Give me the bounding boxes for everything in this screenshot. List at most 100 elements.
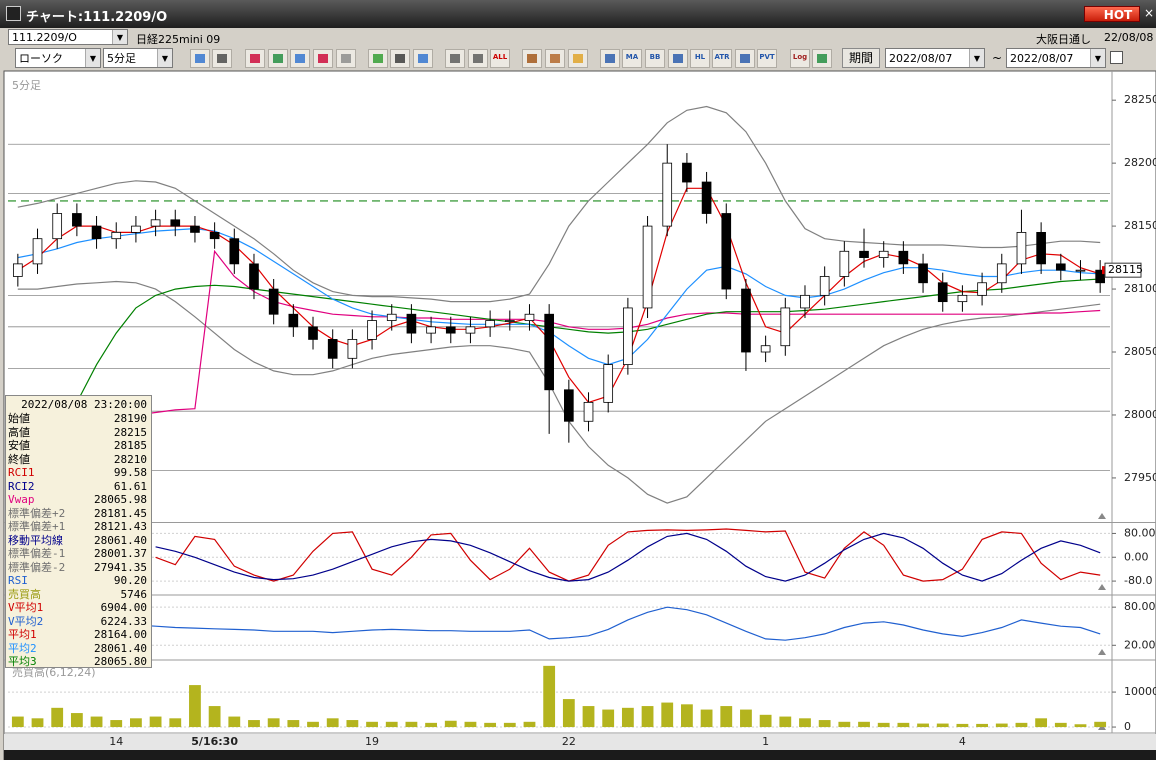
- info-label: 平均2: [8, 641, 37, 655]
- volume-bar: [425, 722, 437, 728]
- volume-bar: [149, 716, 162, 728]
- close-button[interactable]: ×: [1144, 6, 1155, 20]
- toolbar-icon[interactable]: [668, 49, 688, 68]
- icon-glyph: [527, 54, 537, 63]
- candle-body: [229, 238, 240, 265]
- info-value: 90.20: [113, 574, 147, 587]
- volume-bar: [405, 721, 418, 728]
- icon-glyph: [605, 54, 615, 63]
- info-row: 平均1 28164.00: [8, 628, 149, 641]
- candle-body: [524, 313, 535, 321]
- candle-body: [131, 225, 141, 233]
- toolbar-icon[interactable]: PVT: [757, 49, 777, 68]
- icon-glyph: [740, 54, 750, 63]
- candle-body: [996, 263, 1007, 284]
- volume-bar: [1054, 722, 1067, 728]
- volume-bar: [877, 722, 890, 728]
- candle-body: [426, 326, 436, 334]
- volume-bar: [31, 718, 44, 728]
- toolbar-icon[interactable]: ATR: [712, 49, 732, 68]
- checkbox[interactable]: [1110, 51, 1123, 64]
- x-tick-label: 19: [365, 735, 379, 748]
- volume-bar: [208, 706, 221, 728]
- toolbar-icon[interactable]: ALL: [490, 49, 510, 68]
- toolbar-icon[interactable]: BB: [645, 49, 665, 68]
- info-value: 28065.80: [94, 655, 147, 668]
- toolbar-icon[interactable]: [522, 49, 542, 68]
- candle-body: [721, 213, 732, 290]
- info-row: 安値 28185: [8, 439, 149, 452]
- symbol: 111.2209/O: [12, 31, 77, 44]
- volume-bar: [602, 709, 615, 728]
- candle-body: [662, 162, 673, 227]
- volume-bar: [995, 723, 1008, 728]
- volume-bar: [503, 722, 516, 728]
- icon-glyph: [673, 54, 683, 63]
- icon-label: HL: [694, 53, 706, 61]
- toolbar-icon[interactable]: [812, 49, 832, 68]
- icon-glyph: [418, 54, 428, 63]
- candle-body: [445, 326, 456, 334]
- candle-body: [583, 401, 594, 422]
- to-date[interactable]: 2022/08/07 ▼: [1006, 48, 1106, 68]
- from-date[interactable]: 2022/08/07 ▼: [885, 48, 985, 68]
- toolbar-icon[interactable]: [336, 49, 356, 68]
- volume-bar: [1074, 724, 1087, 728]
- toolbar-icon[interactable]: [390, 49, 410, 68]
- toolbar-icon[interactable]: [545, 49, 565, 68]
- icon-glyph: [473, 54, 483, 63]
- toolbar-icon[interactable]: [468, 49, 488, 68]
- toolbar-icon[interactable]: [290, 49, 310, 68]
- icon-glyph: [341, 54, 351, 63]
- toolbar-icon[interactable]: HL: [690, 49, 710, 68]
- last-price-label: 28115: [1108, 263, 1143, 276]
- hot-button[interactable]: HOT: [1084, 6, 1140, 22]
- toolbar-icon[interactable]: [445, 49, 465, 68]
- info-label: RSI: [8, 574, 28, 587]
- info-row: 始値 28190: [8, 412, 149, 425]
- period-button[interactable]: 期間: [842, 48, 880, 68]
- toolbar-icon[interactable]: [212, 49, 232, 68]
- chart-style-combo[interactable]: ローソク ▼: [15, 48, 101, 68]
- toolbar-icon[interactable]: [368, 49, 388, 68]
- icon-glyph: [273, 54, 283, 63]
- chart-background: [3, 70, 1156, 760]
- icon-glyph: [817, 54, 827, 63]
- candle-body: [150, 219, 161, 227]
- toolbar-icon[interactable]: [413, 49, 433, 68]
- info-box: 2022/08/08 23:20:00 始値 28190 高値 28215 安値 2818…: [5, 395, 152, 668]
- toolbar-icon[interactable]: [190, 49, 210, 68]
- toolbar-icon[interactable]: Log: [790, 49, 810, 68]
- info-value: 6224.33: [100, 614, 147, 628]
- candle-body: [72, 213, 82, 227]
- info-value: 5746: [120, 587, 148, 601]
- info-value: 28061.40: [94, 641, 147, 655]
- volume-bar: [897, 722, 910, 728]
- x-tick-label: 22: [562, 735, 576, 748]
- dropdown-arrow: ▼: [1090, 49, 1105, 67]
- candle-body: [937, 282, 948, 303]
- volume-bar: [90, 716, 103, 728]
- candle-body: [13, 263, 23, 277]
- candle-body: [1055, 263, 1066, 271]
- series-line: [155, 528, 1101, 582]
- volume-bar: [228, 716, 241, 728]
- toolbar-icon[interactable]: [568, 49, 588, 68]
- toolbar-icon[interactable]: MA: [622, 49, 642, 68]
- toolbar-icon[interactable]: [313, 49, 333, 68]
- candle-body: [544, 313, 554, 391]
- volume-bar: [700, 709, 713, 728]
- symbol-combo[interactable]: 111.2209/O ▼: [8, 29, 128, 45]
- toolbar-icon[interactable]: [245, 49, 265, 68]
- toolbar-icon[interactable]: [600, 49, 620, 68]
- instrument: 日経225mini 09: [136, 33, 221, 46]
- timeframe-combo[interactable]: 5分足 ▼: [103, 48, 173, 68]
- y-tick-label: 0.00: [1124, 550, 1149, 563]
- info-value: 28215: [113, 425, 147, 439]
- series-line: [17, 249, 1101, 429]
- volume-bar: [523, 721, 536, 728]
- toolbar-icon[interactable]: [268, 49, 288, 68]
- volume-bar: [267, 718, 280, 728]
- toolbar-icon[interactable]: [735, 49, 755, 68]
